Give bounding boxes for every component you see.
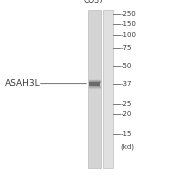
Bar: [88, 10, 101, 168]
Text: -37: -37: [121, 81, 132, 87]
Text: -250: -250: [121, 10, 136, 17]
Text: -100: -100: [121, 32, 137, 38]
Text: -15: -15: [121, 131, 132, 137]
Bar: [89, 82, 100, 86]
Text: -50: -50: [121, 63, 132, 69]
Text: -150: -150: [121, 21, 136, 27]
Text: COS7: COS7: [84, 0, 105, 5]
Text: -25: -25: [121, 101, 132, 107]
Text: -75: -75: [121, 45, 132, 51]
Bar: [103, 10, 113, 168]
Text: -20: -20: [121, 111, 132, 117]
Text: ASAH3L: ASAH3L: [5, 79, 41, 88]
Text: (kd): (kd): [121, 143, 135, 150]
